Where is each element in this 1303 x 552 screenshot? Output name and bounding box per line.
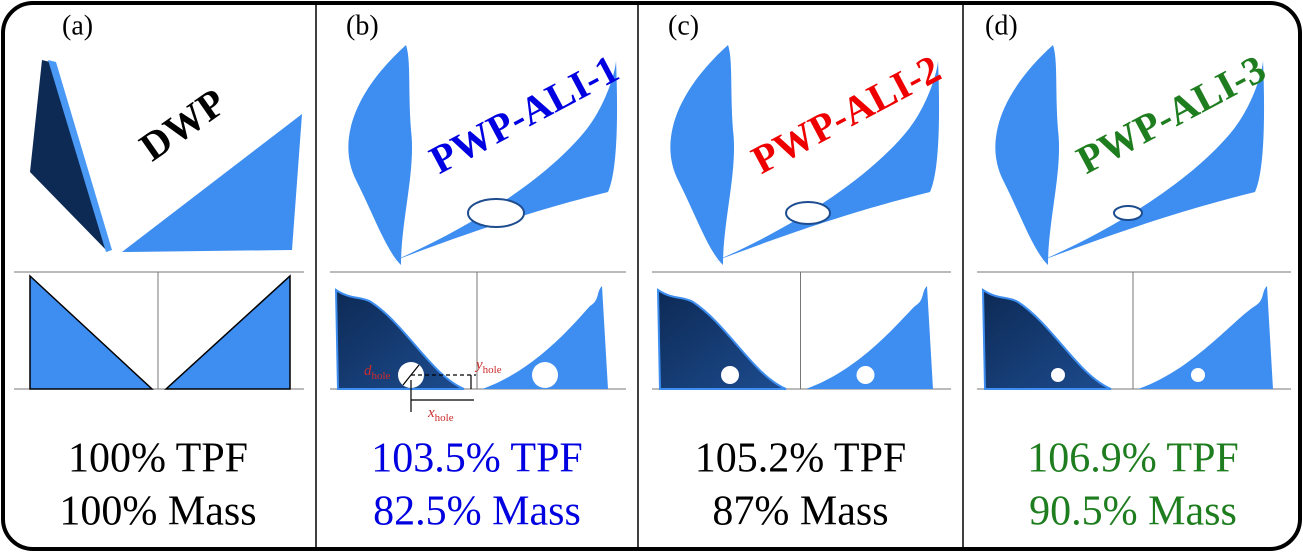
figure: (a)DWP100% TPF100% Mass(b)PWP-ALI-1103.5… bbox=[0, 0, 1303, 552]
annotation: xhole bbox=[427, 405, 454, 423]
annotation-sub: hole bbox=[483, 364, 502, 376]
mass-text: 100% Mass bbox=[59, 489, 256, 535]
panel-label: (b) bbox=[346, 10, 379, 41]
wing-hole bbox=[1114, 206, 1142, 220]
annotation-sub: hole bbox=[435, 412, 454, 424]
section-left bbox=[983, 290, 1111, 389]
wing-hole bbox=[468, 199, 524, 227]
annotation-main: y bbox=[474, 357, 483, 373]
fin bbox=[670, 45, 734, 265]
mass-text: 87% Mass bbox=[712, 489, 888, 535]
mass-text: 82.5% Mass bbox=[373, 489, 581, 535]
panel-label: (a) bbox=[62, 10, 93, 41]
tpf-text: 105.2% TPF bbox=[695, 436, 907, 482]
hole bbox=[721, 366, 739, 384]
design-name: DWP bbox=[131, 79, 233, 169]
wing-hole bbox=[786, 202, 830, 224]
section-right bbox=[1138, 286, 1273, 389]
hole bbox=[1051, 368, 1065, 382]
tpf-text: 100% TPF bbox=[68, 436, 248, 482]
annotation: yhole bbox=[474, 357, 502, 375]
panel-label: (c) bbox=[668, 10, 699, 41]
fin bbox=[348, 45, 412, 265]
section-left bbox=[30, 276, 152, 389]
hole bbox=[532, 362, 558, 388]
panel-label: (d) bbox=[985, 10, 1018, 41]
tpf-text: 103.5% TPF bbox=[371, 436, 583, 482]
section-right bbox=[166, 276, 290, 389]
plate-dark bbox=[30, 60, 108, 252]
fin bbox=[995, 45, 1059, 265]
tpf-text: 106.9% TPF bbox=[1027, 436, 1239, 482]
hole bbox=[857, 366, 875, 384]
annotation-sub: hole bbox=[372, 370, 391, 382]
hole bbox=[1191, 368, 1205, 382]
mass-text: 90.5% Mass bbox=[1029, 489, 1237, 535]
figure-canvas: (a)DWP100% TPF100% Mass(b)PWP-ALI-1103.5… bbox=[0, 0, 1303, 552]
